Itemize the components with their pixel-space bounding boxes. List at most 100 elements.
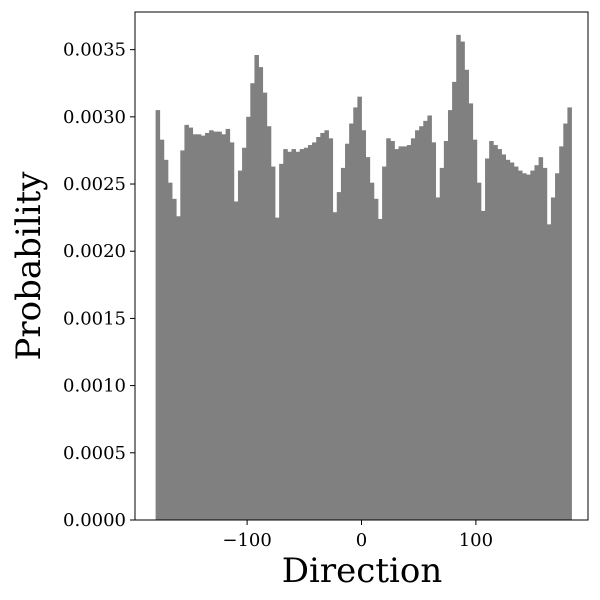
histogram-bar xyxy=(213,131,218,520)
histogram-bar xyxy=(266,126,272,521)
histogram-bar xyxy=(369,182,375,520)
histogram-bar xyxy=(546,224,552,520)
histogram-bar xyxy=(464,69,469,520)
histogram-bar xyxy=(447,110,453,520)
histogram-bar xyxy=(233,201,239,520)
histogram-bar xyxy=(406,145,412,521)
histogram-bar xyxy=(361,130,367,520)
histogram-bar xyxy=(172,198,177,520)
histogram-bar xyxy=(472,139,478,521)
histogram-bar xyxy=(567,107,572,520)
histogram-bar xyxy=(373,198,379,520)
histogram-bar xyxy=(307,145,313,521)
y-tick-label: 0.0005 xyxy=(63,443,126,464)
histogram-bar xyxy=(431,142,437,520)
x-axis-ticks: −100 0 100 xyxy=(222,520,493,551)
histogram-bar xyxy=(159,139,165,521)
histogram-bar xyxy=(485,158,490,521)
y-tick-label: 0.0010 xyxy=(63,376,126,397)
histogram-bar xyxy=(390,141,395,520)
histogram-bar xyxy=(542,167,548,521)
histogram-bar xyxy=(559,146,564,520)
y-tick-label: 0.0020 xyxy=(63,241,126,262)
histogram-bar xyxy=(410,138,416,520)
histogram-bar xyxy=(246,116,251,521)
histogram-bar xyxy=(452,81,457,520)
histogram-bar xyxy=(505,159,511,520)
x-axis-title: Direction xyxy=(282,551,442,591)
histogram-bar xyxy=(270,166,276,520)
histogram-bar xyxy=(439,167,445,521)
histogram-bar xyxy=(340,167,346,521)
histogram-bar xyxy=(353,107,358,520)
histogram-bar xyxy=(365,157,371,520)
histogram-bar xyxy=(517,170,523,520)
histogram-bar xyxy=(250,83,255,521)
histogram-bar xyxy=(530,170,535,520)
histogram-bar xyxy=(480,210,486,520)
histogram-bar xyxy=(283,149,288,521)
histogram-bar xyxy=(522,173,527,520)
histogram-bar xyxy=(493,145,498,521)
histogram-bar xyxy=(427,115,432,521)
histogram-bar xyxy=(336,192,342,520)
y-axis-title: Probability xyxy=(9,171,49,361)
y-tick-label: 0.0000 xyxy=(63,510,126,531)
histogram-bar xyxy=(225,128,231,520)
y-tick-label: 0.0035 xyxy=(63,40,126,61)
y-tick-label: 0.0025 xyxy=(63,174,126,195)
histogram-bar xyxy=(415,130,420,520)
histogram-bar xyxy=(316,136,321,520)
histogram-bar xyxy=(299,149,305,521)
histogram-bar xyxy=(258,67,264,521)
histogram-bar xyxy=(513,166,519,520)
histogram-bar xyxy=(489,141,494,520)
x-tick-label: 100 xyxy=(459,530,493,551)
y-axis-ticks: 0.0000 0.0005 0.0010 0.0015 0.0020 0.0025 0.00… xyxy=(63,40,135,531)
histogram-bar xyxy=(320,132,325,520)
histogram-bar xyxy=(332,212,338,520)
x-tick-label: −100 xyxy=(222,530,271,551)
histogram-bar xyxy=(382,166,387,520)
histogram-bar xyxy=(229,142,235,520)
histogram-bar xyxy=(295,151,301,520)
histogram-bar xyxy=(188,127,194,520)
histogram-bar xyxy=(394,149,399,521)
histogram-bar xyxy=(328,138,334,520)
histogram-bar xyxy=(312,142,317,520)
x-tick-label: 0 xyxy=(356,530,367,551)
histogram-bar xyxy=(509,162,515,520)
histogram-bar xyxy=(262,92,268,520)
histogram-bar xyxy=(538,157,544,520)
histogram-bar xyxy=(287,151,292,520)
histogram-bar xyxy=(460,41,465,521)
histogram-bar xyxy=(275,217,280,520)
histogram-bar xyxy=(176,216,181,520)
y-tick-label: 0.0030 xyxy=(63,107,126,128)
histogram-bar xyxy=(563,123,568,520)
histogram-bar xyxy=(468,103,474,521)
histogram-bar xyxy=(402,146,408,520)
histogram-bar xyxy=(200,135,206,521)
histogram-bar xyxy=(476,182,482,520)
histogram-bar xyxy=(349,123,354,520)
histogram-bar xyxy=(550,197,556,520)
histogram-bar xyxy=(501,154,507,521)
histogram-bar xyxy=(555,173,560,520)
histogram-bar xyxy=(155,110,161,520)
histogram-bar xyxy=(324,130,329,520)
histogram-bar xyxy=(217,131,222,520)
histogram-bar xyxy=(398,146,404,520)
histogram-bar xyxy=(205,132,210,520)
histogram-bar xyxy=(497,149,502,521)
histogram-bar xyxy=(279,163,284,520)
histogram-bar xyxy=(419,126,424,521)
histogram-bar xyxy=(242,147,247,520)
histogram-bar xyxy=(345,143,350,520)
histogram-bar xyxy=(443,141,449,520)
histogram-bar xyxy=(167,182,173,520)
histogram-bar xyxy=(534,165,539,520)
y-tick-label: 0.0015 xyxy=(63,308,126,329)
histogram-bar xyxy=(180,150,185,520)
